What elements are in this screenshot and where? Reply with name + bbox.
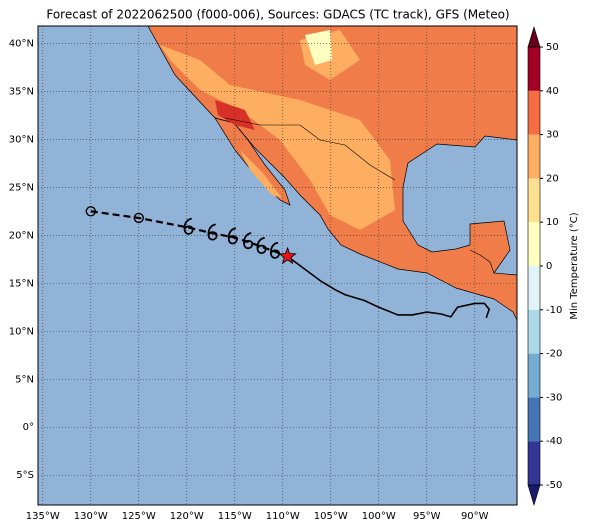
colorbar-tick-label: 40 [546,86,559,97]
colorbar-bin [528,90,540,135]
storm-symbol [227,227,238,245]
track [85,206,491,319]
y-tick-label: 30°N [9,134,34,145]
x-tick-label: 120°W [170,511,204,522]
colorbar-bin [528,309,540,354]
colorbar-under [527,484,541,507]
storm-symbol [207,223,218,241]
colorbar: -50 -40 -30 -20 -10 0 10 20 30 40 50 [527,25,562,507]
y-tick-label: 25°N [9,182,34,193]
warm-region [240,150,282,198]
colorbar-bin [528,441,540,485]
colorbar-tick-label: 10 [546,217,559,228]
y-tick-label: 20°N [9,230,34,241]
y-tick-label: 35°N [9,86,34,97]
storm-symbol [183,217,194,235]
y-tick-label: 0° [23,422,34,433]
storm-symbol [243,232,254,250]
x-tick-label: 90°W [461,511,489,522]
x-tick-label: 110°W [266,511,300,522]
axes: 135°W 130°W 125°W 120°W 115°W 110°W 105°W 100°W… [9,38,489,522]
forecast-track [90,210,288,258]
y-tick-label: 10°N [9,326,34,337]
colorbar-tick-label: -50 [546,480,562,491]
cool-region [305,30,332,65]
colorbar-label: Min Temperature (°C) [569,212,580,319]
map-title: Forecast of 2022062500 (f000-006), Sourc… [46,8,509,22]
track-point [85,206,96,217]
y-tick-label: 5°N [15,374,34,385]
y-tick-label: 40°N [9,38,34,49]
colorbar-tick-label: 0 [546,261,552,272]
colorbar-tick-label: -40 [546,436,562,447]
colorbar-tick-label: 30 [546,130,559,141]
x-tick-label: 100°W [362,511,396,522]
colorbar-tick-label: 50 [546,42,559,53]
colorbar-tick-label: -20 [546,349,562,360]
y-tick-label: 5°S [16,470,34,481]
x-tick-label: 115°W [218,511,252,522]
colorbar-bin [528,397,540,442]
x-tick-label: 105°W [314,511,348,522]
colorbar-bin [528,266,540,310]
colorbar-bin [528,353,540,398]
x-tick-label: 130°W [74,511,108,522]
storm-symbol [269,241,281,259]
past-track [287,255,491,319]
colorbar-tick-label: -10 [546,305,562,316]
colorbar-over [527,25,541,48]
hot-region [215,100,255,130]
colorbar-bin [528,222,540,266]
current-position [278,246,297,265]
map-area [38,26,517,505]
border [224,117,495,274]
x-tick-label: 125°W [122,511,156,522]
colorbar-tick-label: -30 [546,392,562,403]
storm-symbol [256,236,267,254]
colorbar-bin [528,134,540,179]
y-tick-label: 15°N [9,278,34,289]
land [214,117,291,206]
x-tick-label: 95°W [413,511,441,522]
colorbar-bin [528,178,540,223]
track-point [133,212,144,224]
grid [38,26,517,505]
colorbar-tick-label: 20 [546,173,559,184]
x-tick-label: 135°W [26,511,60,522]
colorbar-bin [528,47,540,91]
map-frame [37,25,518,506]
